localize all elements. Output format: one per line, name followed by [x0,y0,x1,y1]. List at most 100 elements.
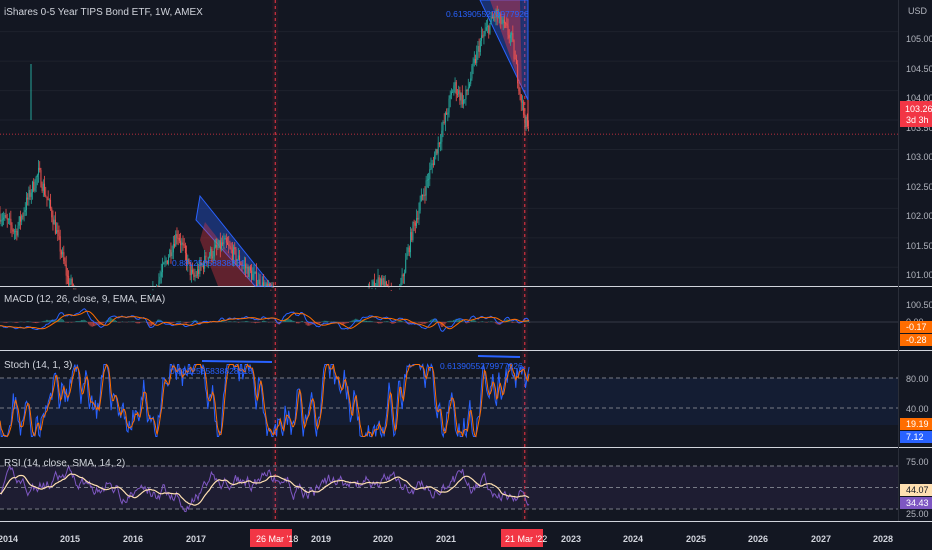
macd-pane[interactable]: MACD (12, 26, close, 9, EMA, EMA) [0,294,898,332]
histogram-bar [308,322,310,326]
histogram-bar [515,322,517,323]
candle-body [225,238,227,243]
histogram-bar [504,320,506,322]
candle-body [491,16,493,19]
time-axis[interactable]: 2014 2015 2016 2017 2019 2020 2021 2023 … [0,529,893,547]
rsi-pane[interactable]: RSI (14, close, SMA, 14, 2) [0,458,898,513]
candle-body [265,283,267,286]
candlestick-series[interactable] [0,5,529,296]
candle-body [213,247,215,257]
candle-body [388,286,390,288]
histogram-bar [111,318,113,322]
candle-body [443,121,445,123]
time-highlight-tag[interactable] [501,529,543,547]
histogram-bar [91,322,93,327]
candle-body [205,255,207,262]
candle-body [4,214,6,218]
candle-body [212,256,214,259]
annotation-label[interactable]: 0.8812585838828318 [170,366,253,376]
annotation-label[interactable]: 0.88125858838831 [172,258,246,268]
histogram-bar [172,322,174,323]
histogram-bar [404,322,406,323]
histogram-bar [16,322,18,323]
histogram-bar [386,321,388,322]
time-highlight-tag[interactable] [250,529,292,547]
histogram-bar [431,319,433,322]
candle-body [450,92,452,95]
histogram-bar [324,320,326,322]
stoch-tick: 40.00 [906,404,929,414]
histogram-bar [469,321,471,322]
candle-body [233,247,235,260]
currency-label[interactable]: USD [908,6,928,16]
histogram-bar [472,319,474,322]
rsi-tag-2[interactable] [900,497,932,509]
candle-body [170,249,172,257]
histogram-bar [49,320,51,322]
candle-body [419,201,421,211]
stoch-tag-1[interactable] [900,418,932,430]
candle-body [381,278,383,285]
countdown-value: 3d 3h [906,115,929,125]
annotation-label[interactable]: 0.6139055279977926 [446,9,529,19]
candle-body [44,183,46,195]
candle-body [50,199,52,209]
annotation-label[interactable]: 0.6139055279977926 [440,361,523,371]
histogram-bar [355,318,357,322]
histogram-bar [301,321,303,322]
histogram-bar [118,322,120,323]
symbol-title[interactable]: iShares 0-5 Year TIPS Bond ETF, 1W, AMEX [4,7,203,18]
candle-body [499,13,501,17]
candle-body [206,261,208,263]
macd-tag-1[interactable] [900,321,932,333]
price-pane[interactable]: 0.88125858838831 0.6139055279977926 iSha… [0,0,898,296]
macd-tag-2[interactable] [900,334,932,346]
candle-body [6,217,8,220]
rsi-tick: 75.00 [906,457,929,467]
histogram-bar [108,318,110,322]
price-tick: 100.50 [906,300,932,310]
stoch-pane[interactable]: 0.8812585838828318 0.6139055279977926 St… [0,355,898,439]
candle-body [201,263,203,266]
candle-body [367,287,369,289]
candle-body [264,286,266,288]
candle-body [38,167,40,175]
histogram-bar [77,321,79,322]
histogram-bar [457,319,459,322]
candle-body [47,198,49,201]
candle-body [376,283,378,286]
rsi-tick: 25.00 [906,509,929,519]
rsi-tag-1[interactable] [900,484,932,496]
candle-body [432,163,434,165]
candle-body [493,16,495,19]
histogram-bar [481,321,483,322]
rsi-title[interactable]: RSI (14, close, SMA, 14, 2) [4,458,125,469]
candle-body [401,274,403,284]
histogram-bar [26,321,28,322]
candle-body [196,269,198,276]
candle-body [157,286,159,287]
histogram-bar [292,320,294,322]
histogram-bar [137,322,139,324]
price-axis[interactable]: USD 105.00 104.50 104.00 103.50 103.00 1… [900,6,932,519]
histogram-bar [82,320,84,322]
candle-body [511,33,513,35]
candle-body [519,91,521,95]
candle-body [160,272,162,277]
stoch-tag-2[interactable] [900,431,932,443]
candle-body [515,59,517,64]
candle-body [520,94,522,103]
macd-title[interactable]: MACD (12, 26, close, 9, EMA, EMA) [4,294,165,305]
histogram-bar [490,321,492,322]
drawing-channels[interactable] [195,0,529,287]
histogram-bar [136,322,138,324]
histogram-bar [6,322,8,323]
candle-body [64,261,66,265]
last-price-tag[interactable] [900,101,932,127]
candle-body [422,194,424,197]
stoch-title[interactable]: Stoch (14, 1, 3) [4,360,72,371]
candle-body [246,266,248,269]
price-tick: 105.00 [906,34,932,44]
histogram-bar [194,319,196,322]
